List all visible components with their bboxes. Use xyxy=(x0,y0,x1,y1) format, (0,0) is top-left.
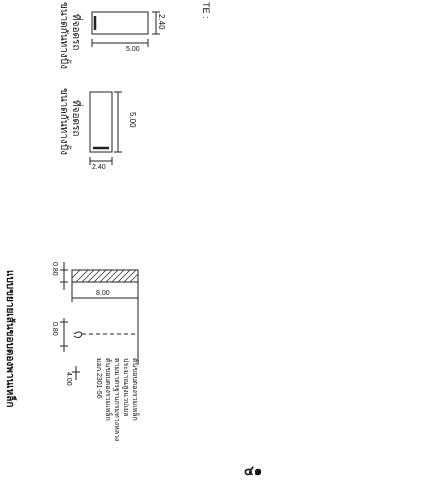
note-line: ประมาณสูงแวปเยล xyxy=(122,358,129,417)
note-line: ต้นขอบตองรวมเหล็ก xyxy=(104,358,111,421)
note-line: มอก.2301-56 xyxy=(95,358,102,399)
parking-bay-normal xyxy=(91,11,149,35)
dim-length-label: 5.00 xyxy=(126,46,140,53)
dim-depth-label: 4.00 xyxy=(65,372,72,386)
note-line: ตามมาตรฐานกรมทางหลวง xyxy=(113,358,120,442)
dim-span-label: 8.00 xyxy=(96,290,110,297)
hatched-marking xyxy=(71,269,139,283)
dim-top-label: 0.80 xyxy=(51,262,58,276)
dim-offset-label: 0.80 xyxy=(51,322,58,336)
page-number: ๔๑ xyxy=(244,463,263,478)
bay-label: ที่จอดรถ xyxy=(70,14,81,51)
dim-width-label-2: 2.40 xyxy=(92,164,106,171)
section-title: แบบขยายเส้นขอบตองพานเหล็ก xyxy=(4,270,15,408)
note-line: ต้นขอบตองรวมเหล็ก xyxy=(131,358,138,421)
dim-width-label: 2.40 xyxy=(157,14,166,30)
bay-sublabel: ขนาดกันทางปั้ง xyxy=(58,2,69,69)
dim-length-label-2: 5.00 xyxy=(128,112,137,128)
bay-sublabel-2: ขนาดกันทางปั้ง xyxy=(58,88,69,155)
bay-label-2: ที่จอดรถ xyxy=(70,100,81,137)
parking-bay-parallel xyxy=(89,91,113,153)
note-label: TE : xyxy=(201,2,211,19)
